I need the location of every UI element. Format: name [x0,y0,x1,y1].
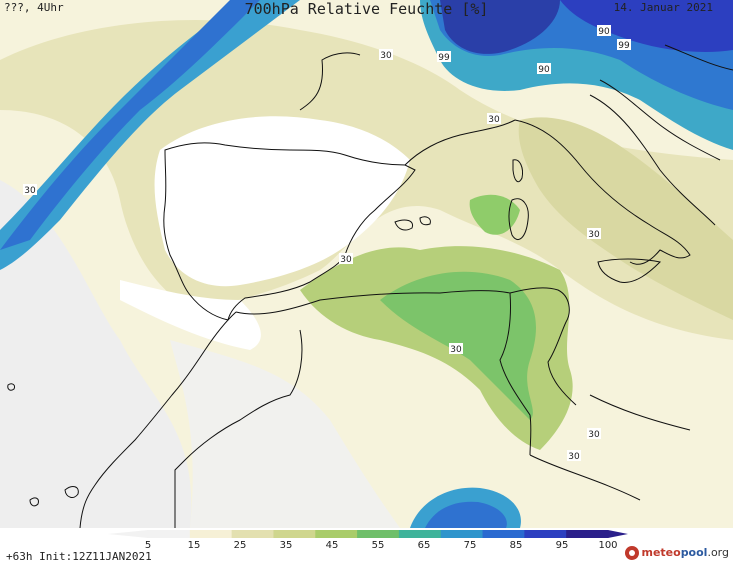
contour-label: 30 [340,255,352,265]
colorbar-label: 75 [463,540,477,551]
map-header: ???, 4Uhr 700hPa Relative Feuchte [%] 14… [0,0,733,20]
colorbar-segment [273,530,316,538]
colorbar-segment [148,530,191,538]
colorbar-label: 100 [598,540,618,551]
contour-label: 90 [598,27,610,37]
colorbar-label: 55 [371,540,385,551]
contour-label: 30 [24,186,36,196]
contour-label: 30 [588,230,600,240]
brand-part2: pool [680,546,708,559]
brand-suffix: .org [707,546,729,559]
contour-label: 99 [618,41,630,51]
colorbar-segment [398,530,442,538]
map-footer: 5 15 25 35 45 55 65 75 85 95 100 +63h Init:12Z11JA… [0,528,733,566]
colorbar-label: 95 [555,540,569,551]
contour-label: 30 [450,345,462,355]
colorbar [108,530,628,538]
colorbar-segment [189,530,233,538]
contour-label: 30 [488,115,500,125]
brand-link[interactable]: meteopool.org [625,546,729,560]
colorbar-label: 65 [417,540,431,551]
map-date: 14. Januar 2021 [613,1,713,14]
meteopool-logo-icon [625,546,640,560]
colorbar-segment [315,530,358,538]
colorbar-segment [524,530,567,538]
map-title: 700hPa Relative Feuchte [%] [244,0,489,18]
colorbar-segment [357,530,400,538]
colorbar-segment [482,530,525,538]
colorbar-segment [440,530,484,538]
humidity-map: 30 99 90 99 90 30 30 30 30 30 30 30 [0,0,733,529]
location-time: ???, 4Uhr [4,1,64,14]
colorbar-label: 15 [187,540,201,551]
contour-label: 30 [568,452,580,462]
colorbar-label: 5 [144,540,152,551]
contour-label: 99 [438,53,450,63]
brand-part1: meteo [641,546,681,559]
colorbar-segment [231,530,274,538]
colorbar-max-arrow [608,530,628,538]
colorbar-label: 35 [279,540,293,551]
contour-label: 90 [538,65,550,75]
colorbar-segment [566,530,609,538]
colorbar-min-arrow [108,530,148,538]
colorbar-label: 45 [325,540,339,551]
colorbar-label: 85 [509,540,523,551]
contour-label: 30 [380,51,392,61]
init-time: +63h Init:12Z11JAN2021 [6,550,152,563]
contour-label: 30 [588,430,600,440]
colorbar-label: 25 [233,540,247,551]
